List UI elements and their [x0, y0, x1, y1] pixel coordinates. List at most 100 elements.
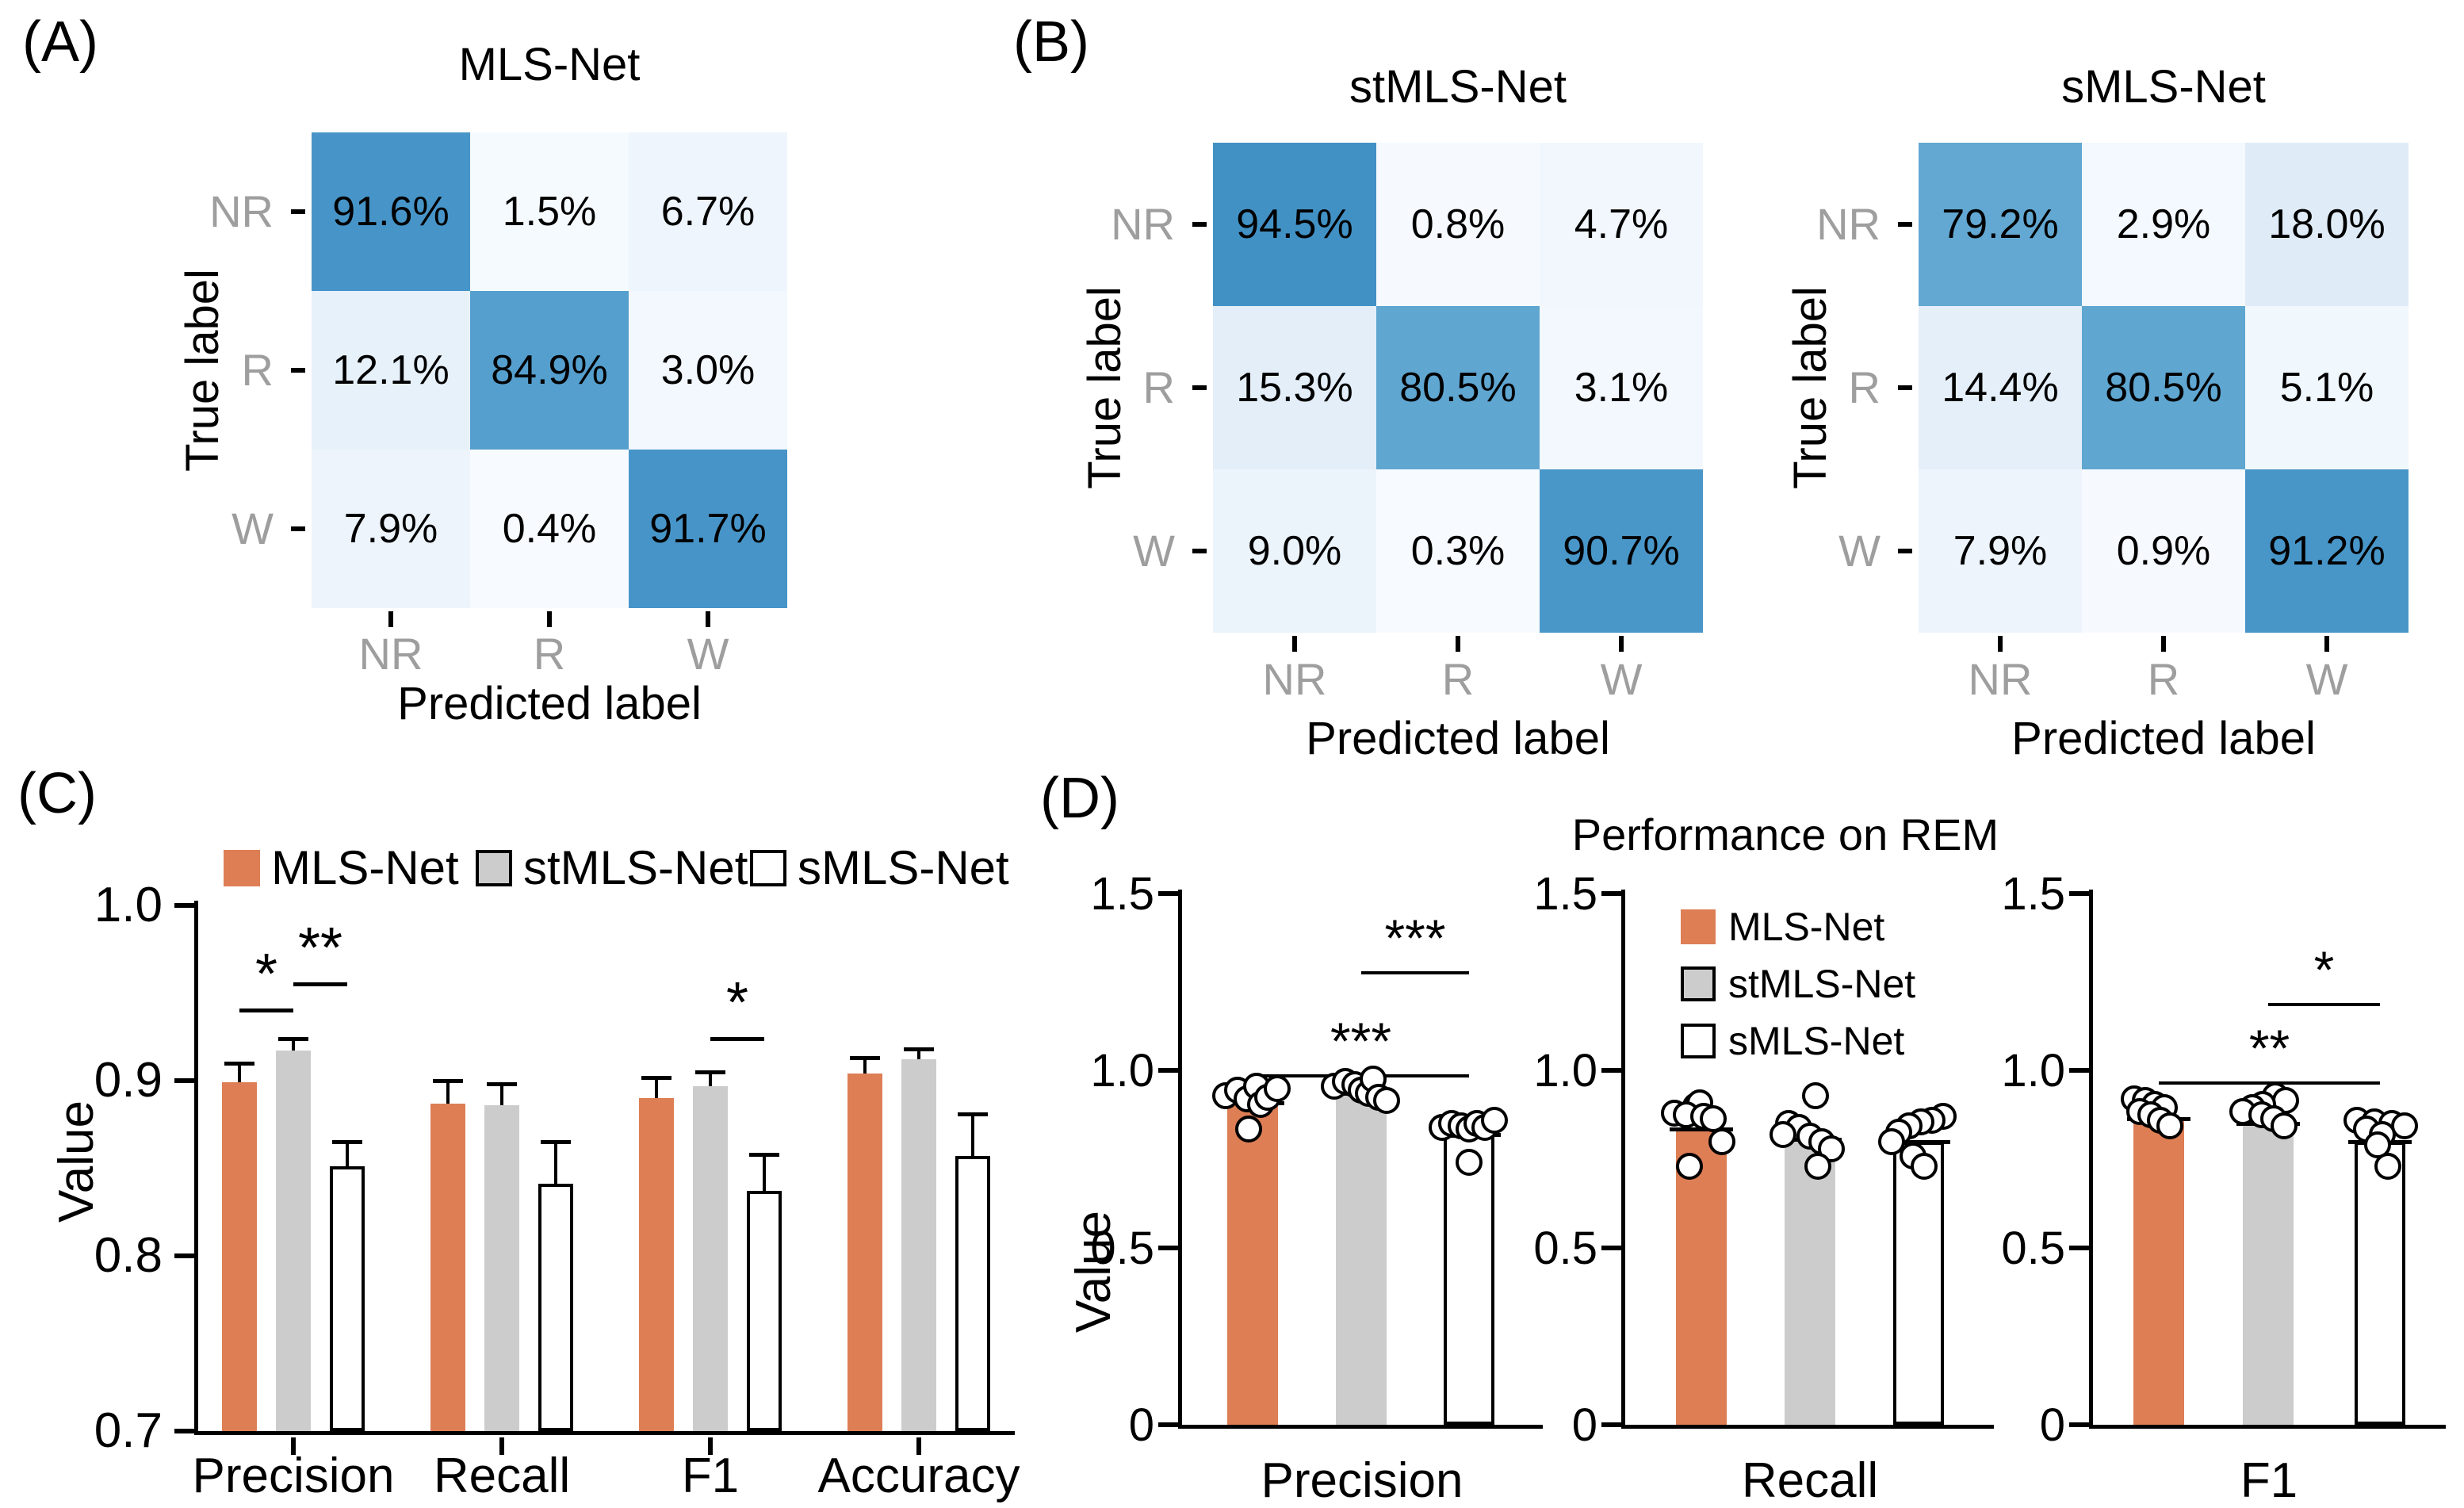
y-tick [2069, 1068, 2089, 1074]
row-label-W: W [1133, 526, 1175, 576]
y-tick [1601, 890, 1621, 896]
confusion-matrix-title: stMLS-Net [1349, 61, 1567, 113]
y-tick [174, 1253, 194, 1258]
scatter-point [2271, 1112, 2298, 1139]
legend-label-smls-net: sMLS-Net [1728, 1019, 1905, 1063]
y-tick-label: 0 [2039, 1399, 2065, 1451]
row-tick [1898, 549, 1912, 553]
panel-d-label: (D) [1040, 767, 1119, 830]
y-tick-label: 1.0 [1090, 1045, 1154, 1097]
row-tick [1898, 222, 1912, 227]
col-tick [1292, 636, 1297, 652]
bar-Accuracy-sMLS-Net [955, 1156, 990, 1431]
y-tick [1601, 1422, 1621, 1427]
bar-F1-sMLS-Net [747, 1191, 782, 1431]
significance-stars: * [725, 970, 749, 1035]
y-tick [1158, 1068, 1178, 1074]
row-tick [1192, 385, 1207, 390]
row-tick [291, 368, 305, 373]
confusion-cell-R-W: 5.1% [2245, 306, 2409, 469]
col-label-NR: NR [358, 629, 423, 679]
bar-Recall-MLS-Net [430, 1103, 465, 1431]
confusion-cell-NR-R: 2.9% [2082, 143, 2245, 306]
confusion-matrix-title: MLS-Net [458, 39, 641, 90]
scatter-point [1456, 1149, 1483, 1177]
row-label-W: W [231, 503, 274, 553]
confusion-cell-NR-R: 1.5% [470, 132, 629, 291]
y-tick-label: 1.5 [1090, 867, 1154, 920]
significance-stars: *** [1330, 1011, 1392, 1070]
legend-swatch-smls-net [1681, 1024, 1716, 1058]
scatter-point [2156, 1112, 2183, 1139]
y-tick-label: 1.0 [94, 878, 163, 932]
confusion-cell-W-R: 0.4% [470, 450, 629, 608]
row-tick [1192, 549, 1207, 553]
confusion-matrix-title: sMLS-Net [2061, 61, 2266, 113]
x-tick [916, 1437, 921, 1455]
col-label-W: W [687, 629, 729, 679]
col-tick [2161, 636, 2166, 652]
bar-Precision-MLS-Net [1227, 1102, 1278, 1425]
x-axis-line [1178, 1425, 1543, 1429]
error-bar-cap [224, 1061, 254, 1066]
scatter-point [1234, 1116, 1262, 1142]
confusion-cell-NR-NR: 79.2% [1919, 143, 2082, 306]
bar-Precision-stMLS-Net [1336, 1093, 1387, 1425]
col-tick [2324, 636, 2329, 652]
significance-stars: * [254, 943, 278, 1007]
x-category-label-Accuracy: Accuracy [817, 1449, 1020, 1503]
confusion-cell-NR-NR: 91.6% [312, 132, 470, 291]
y-axis-line [1178, 890, 1182, 1429]
scatter-point [1804, 1152, 1832, 1180]
y-tick-label: 1.0 [2001, 1045, 2065, 1097]
y-tick [2069, 1245, 2089, 1250]
error-bar-stem [917, 1049, 920, 1060]
legend-label-stmls-net: stMLS-Net [1728, 962, 1916, 1006]
legend-swatch-smls-net [750, 850, 786, 886]
significance-line [239, 1009, 293, 1013]
significance-stars: ** [297, 917, 343, 981]
confusion-cell-W-NR: 7.9% [1919, 469, 2082, 633]
confusion-cell-R-W: 3.0% [629, 291, 787, 450]
y-tick-label: 0 [1128, 1399, 1154, 1451]
row-label-NR: NR [1111, 199, 1175, 249]
col-tick [1998, 636, 2003, 652]
confusion-cell-R-NR: 14.4% [1919, 306, 2082, 469]
confusion-cell-NR-W: 18.0% [2245, 143, 2409, 306]
bar-mean-line [1887, 1139, 1950, 1144]
significance-stars: *** [1384, 909, 1446, 968]
scatter-point [1801, 1081, 1829, 1109]
scatter-point [1708, 1127, 1735, 1155]
significance-line [293, 982, 347, 987]
y-tick [174, 1429, 194, 1433]
legend-swatch-mls-net [1681, 909, 1716, 944]
significance-line [710, 1036, 764, 1041]
y-tick-label: 1.5 [2001, 867, 2065, 920]
col-tick [1619, 636, 1624, 652]
col-label-R: R [2147, 654, 2180, 704]
error-bar-stem [238, 1062, 241, 1083]
y-tick [174, 903, 194, 908]
scatter-point [1481, 1106, 1509, 1134]
confusion-cell-R-NR: 15.3% [1213, 306, 1376, 469]
error-bar-cap [641, 1075, 671, 1080]
x-category-label-F1: F1 [681, 1449, 740, 1503]
col-tick [1456, 636, 1460, 652]
col-tick [706, 611, 710, 627]
error-bar-stem [554, 1142, 557, 1185]
legend-swatch-stmls-net [476, 850, 512, 886]
x-category-label-Precision: Precision [1261, 1453, 1463, 1508]
y-axis-label: Value [49, 1100, 104, 1223]
error-bar-stem [446, 1081, 450, 1104]
error-bar-cap [487, 1082, 517, 1087]
bar-F1-stMLS-Net [2243, 1123, 2294, 1425]
confusion-cell-W-R: 0.3% [1376, 469, 1540, 633]
x-axis-label: Predicted label [397, 678, 702, 729]
scatter-point [1373, 1087, 1401, 1115]
y-tick-label: 0.5 [1090, 1222, 1154, 1274]
y-tick-label: 1.0 [1533, 1045, 1597, 1097]
col-tick [388, 611, 393, 627]
scatter-point [1910, 1152, 1938, 1180]
row-label-NR: NR [1816, 199, 1881, 249]
